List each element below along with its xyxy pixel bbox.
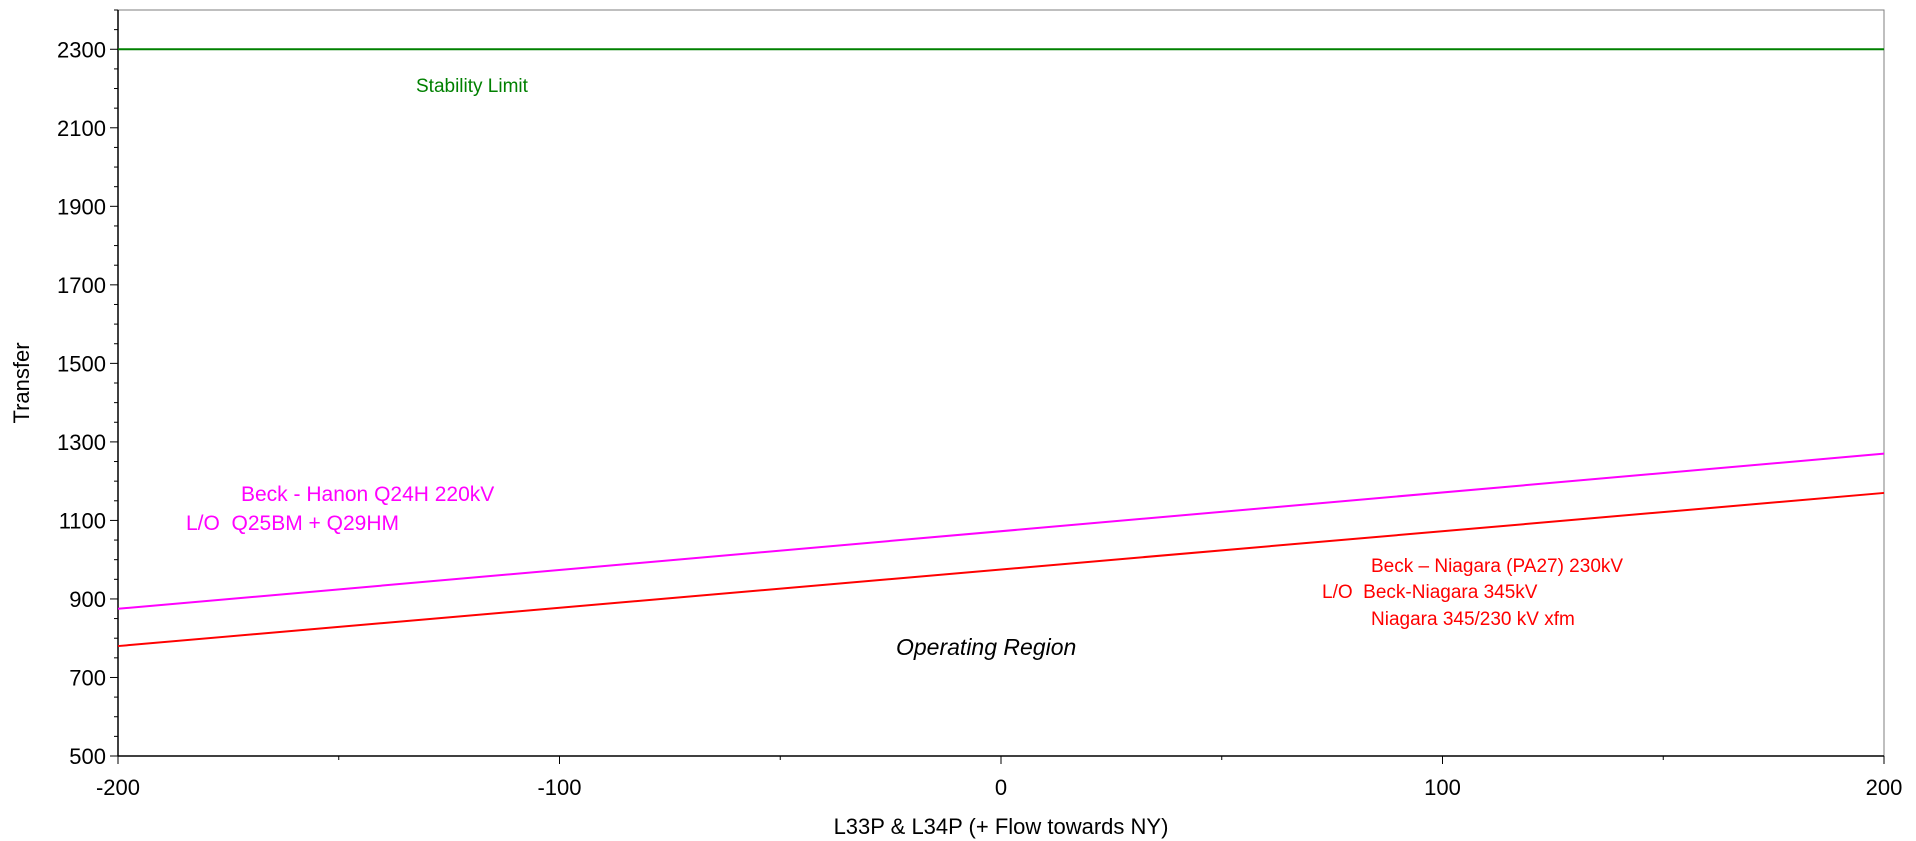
y-tick-label: 1500 — [57, 351, 106, 376]
y-tick-label: 700 — [69, 665, 106, 690]
y-axis-title: Transfer — [9, 342, 34, 423]
y-tick-label: 1900 — [57, 194, 106, 219]
x-axis-title: L33P & L34P (+ Flow towards NY) — [834, 814, 1169, 839]
beck-hanon-limit-line — [117, 452, 1885, 610]
series-lines — [117, 48, 1885, 648]
y-tick-label: 2100 — [57, 116, 106, 141]
beck-niagara-limit-line — [117, 491, 1885, 648]
x-tick-label: 100 — [1424, 775, 1461, 800]
stability-limit-label: Stability Limit — [416, 76, 529, 97]
x-tick-label: 0 — [995, 775, 1007, 800]
x-tick-label: -200 — [96, 775, 140, 800]
y-tick-label: 1100 — [59, 508, 106, 533]
y-tick-label: 1700 — [57, 273, 106, 298]
y-tick-label: 2300 — [57, 37, 106, 62]
x-tick-label: -100 — [537, 775, 581, 800]
x-tick-label: 200 — [1866, 775, 1903, 800]
beck-niagara-outage-label: L/O Beck-Niagara 345kV — [1322, 582, 1538, 603]
beck-hanon-outage-label: L/O Q25BM + Q29HM — [186, 512, 399, 535]
y-tick-label: 1300 — [57, 430, 106, 455]
operating-region-label: Operating Region — [896, 634, 1076, 660]
tick-labels: 500 700 900 1100 1300 1500 1700 1900 2100 2300 -20… — [57, 37, 1902, 800]
niagara-xfm-label: Niagara 345/230 kV xfm — [1371, 609, 1575, 630]
y-tick-label: 500 — [69, 744, 106, 769]
beck-niagara-label: Beck – Niagara (PA27) 230kV — [1371, 556, 1623, 577]
axis-ticks — [110, 9, 1885, 764]
beck-hanon-label: Beck - Hanon Q24H 220kV — [241, 483, 494, 506]
y-tick-label: 900 — [69, 587, 106, 612]
